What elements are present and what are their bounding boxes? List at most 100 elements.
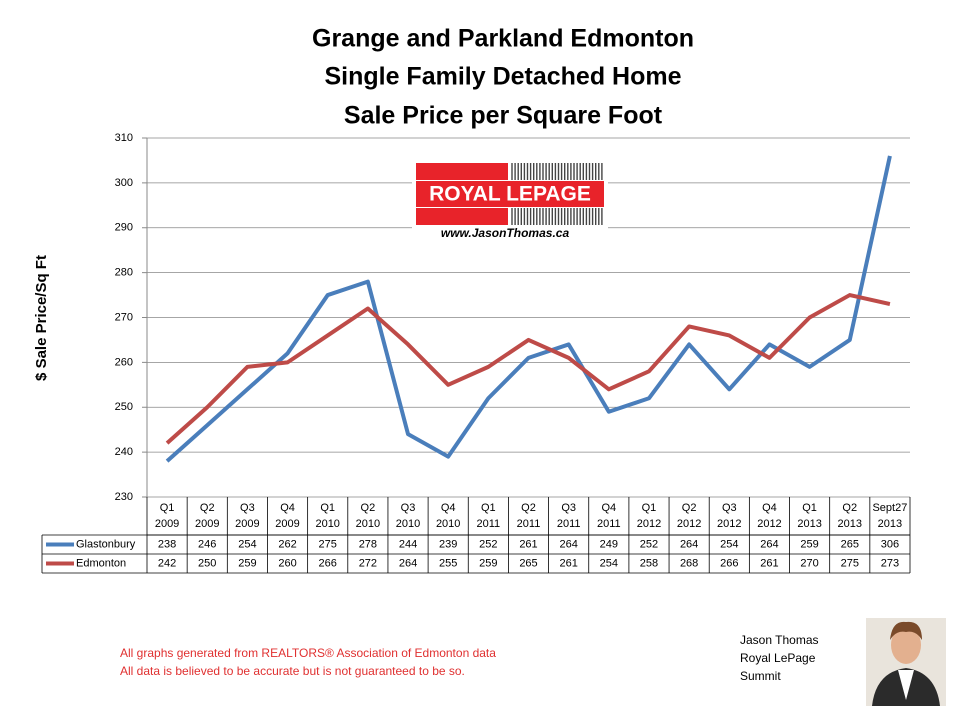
table-value: 306 bbox=[881, 538, 899, 550]
x-tick-label: 2010 bbox=[356, 518, 380, 530]
x-tick-label: Q1 bbox=[642, 502, 657, 514]
x-tick-label: 2011 bbox=[557, 518, 581, 530]
x-tick-label: Sept27 bbox=[872, 502, 907, 514]
x-tick-label: 2013 bbox=[797, 518, 821, 530]
x-tick-label: Q3 bbox=[722, 502, 737, 514]
table-value: 252 bbox=[479, 538, 497, 550]
x-tick-label: 2012 bbox=[637, 518, 661, 530]
x-tick-label: Q1 bbox=[320, 502, 335, 514]
y-tick-label: 300 bbox=[115, 177, 133, 189]
table-value: 259 bbox=[800, 538, 818, 550]
x-tick-label: 2010 bbox=[436, 518, 460, 530]
table-value: 272 bbox=[359, 557, 377, 569]
x-tick-label: Q4 bbox=[762, 502, 777, 514]
x-tick-label: 2009 bbox=[235, 518, 259, 530]
x-tick-label: Q2 bbox=[200, 502, 215, 514]
table-value: 259 bbox=[479, 557, 497, 569]
x-tick-label: Q2 bbox=[361, 502, 376, 514]
x-tick-label: Q1 bbox=[160, 502, 175, 514]
photo-hair bbox=[890, 621, 922, 640]
table-value: 239 bbox=[439, 538, 457, 550]
x-tick-label: Q1 bbox=[802, 502, 817, 514]
x-tick-label: 2009 bbox=[195, 518, 219, 530]
table-value: 246 bbox=[198, 538, 216, 550]
x-tick-label: 2009 bbox=[155, 518, 179, 530]
series-line bbox=[165, 155, 892, 463]
x-tick-label: Q4 bbox=[601, 502, 616, 514]
signature: Royal LePage bbox=[740, 651, 816, 665]
table-value: 275 bbox=[841, 557, 859, 569]
footnote: All graphs generated from REALTORS® Asso… bbox=[120, 646, 496, 660]
x-tick-label: Q2 bbox=[682, 502, 697, 514]
legend-label: Glastonbury bbox=[76, 538, 136, 550]
x-tick-label: 2011 bbox=[517, 518, 541, 530]
x-tick-label: Q2 bbox=[521, 502, 536, 514]
x-tick-label: Q3 bbox=[401, 502, 416, 514]
table-value: 255 bbox=[439, 557, 457, 569]
table-value: 261 bbox=[559, 557, 577, 569]
chart-title: Grange and Parkland Edmonton bbox=[312, 25, 694, 53]
table-value: 254 bbox=[600, 557, 618, 569]
table-value: 249 bbox=[600, 538, 618, 550]
table-value: 259 bbox=[238, 557, 256, 569]
x-tick-label: Q3 bbox=[240, 502, 255, 514]
signature: Jason Thomas bbox=[740, 633, 819, 647]
x-tick-label: Q3 bbox=[561, 502, 576, 514]
x-tick-label: 2012 bbox=[677, 518, 701, 530]
chart-title: Sale Price per Square Foot bbox=[344, 102, 663, 130]
table-value: 242 bbox=[158, 557, 176, 569]
y-tick-label: 260 bbox=[115, 356, 133, 368]
x-tick-label: 2012 bbox=[757, 518, 781, 530]
table-value: 278 bbox=[359, 538, 377, 550]
logo-url: www.JasonThomas.ca bbox=[441, 226, 570, 240]
photo-face bbox=[891, 626, 921, 664]
x-tick-label: 2011 bbox=[477, 518, 501, 530]
table-value: 252 bbox=[640, 538, 658, 550]
table-value: 264 bbox=[559, 538, 577, 550]
x-tick-label: Q4 bbox=[280, 502, 295, 514]
y-tick-label: 270 bbox=[115, 311, 133, 323]
x-tick-label: 2011 bbox=[597, 518, 621, 530]
x-tick-label: 2013 bbox=[878, 518, 902, 530]
table-value: 258 bbox=[640, 557, 658, 569]
y-tick-label: 250 bbox=[115, 401, 133, 413]
x-tick-label: 2013 bbox=[838, 518, 862, 530]
x-tick-label: 2012 bbox=[717, 518, 741, 530]
table-value: 264 bbox=[760, 538, 778, 550]
y-tick-label: 310 bbox=[115, 132, 133, 144]
table-value: 268 bbox=[680, 557, 698, 569]
y-tick-label: 230 bbox=[115, 491, 133, 503]
series-line bbox=[165, 293, 891, 445]
table-value: 262 bbox=[278, 538, 296, 550]
y-tick-label: 240 bbox=[115, 446, 133, 458]
table-value: 250 bbox=[198, 557, 216, 569]
footnote: All data is believed to be accurate but … bbox=[120, 664, 465, 678]
logo-block bbox=[416, 163, 508, 180]
logo: ROYAL LEPAGE www.JasonThomas.ca bbox=[412, 160, 608, 240]
photo bbox=[866, 618, 946, 706]
y-tick-label: 280 bbox=[115, 267, 133, 279]
table-value: 275 bbox=[319, 538, 337, 550]
table-value: 270 bbox=[800, 557, 818, 569]
legend-label: Edmonton bbox=[76, 557, 126, 569]
table-value: 264 bbox=[680, 538, 698, 550]
x-tick-label: Q2 bbox=[842, 502, 857, 514]
table-value: 254 bbox=[720, 538, 738, 550]
table-value: 273 bbox=[881, 557, 899, 569]
x-tick-label: 2010 bbox=[315, 518, 339, 530]
signature: Summit bbox=[740, 669, 781, 683]
x-tick-label: 2009 bbox=[275, 518, 299, 530]
logo-band bbox=[416, 181, 604, 207]
logo-text: ROYAL LEPAGE bbox=[429, 183, 591, 206]
y-tick-label: 290 bbox=[115, 222, 133, 234]
table-value: 238 bbox=[158, 538, 176, 550]
x-tick-label: 2010 bbox=[396, 518, 420, 530]
table-value: 261 bbox=[519, 538, 537, 550]
logo-block bbox=[416, 208, 508, 225]
table-value: 266 bbox=[720, 557, 738, 569]
table-value: 261 bbox=[760, 557, 778, 569]
chart-title: Single Family Detached Home bbox=[324, 63, 681, 91]
table-value: 244 bbox=[399, 538, 417, 550]
table-value: 260 bbox=[278, 557, 296, 569]
